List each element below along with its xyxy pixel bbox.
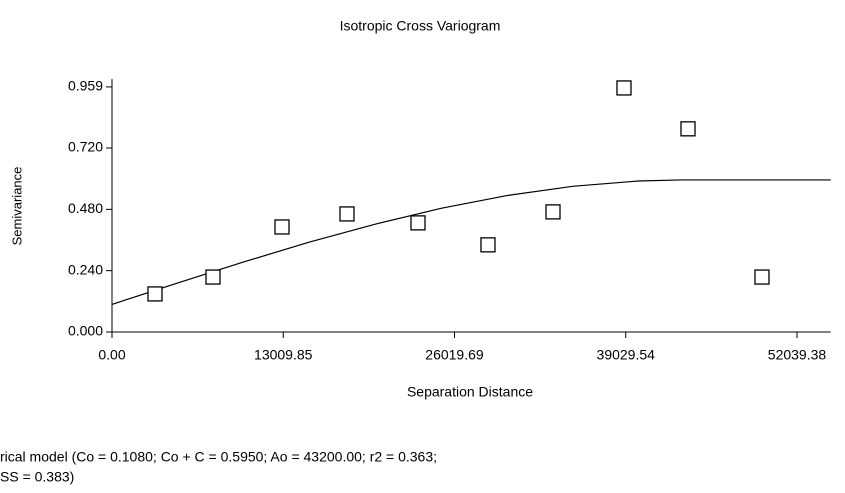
x-tick-label: 13009.85 — [254, 347, 313, 363]
annotation: SS = 0.383) — [0, 469, 74, 485]
data-point — [480, 237, 496, 253]
model-curve — [111, 179, 831, 305]
data-point — [339, 206, 355, 222]
x-tick-label: 26019.69 — [425, 347, 484, 363]
y-axis-label: Semivariance — [9, 167, 24, 246]
chart-title: Isotropic Cross Variogram — [340, 18, 501, 34]
y-tick-label: 0.959 — [68, 78, 103, 94]
data-point — [205, 269, 221, 285]
data-point — [616, 80, 632, 96]
y-tick-label: 0.720 — [68, 139, 103, 155]
y-tick-label: 0.240 — [68, 261, 103, 277]
data-point — [410, 215, 426, 231]
annotation: rical model (Co = 0.1080; Co + C = 0.595… — [0, 449, 437, 465]
data-point — [274, 219, 290, 235]
data-point — [754, 269, 770, 285]
x-tick-label: 39029.54 — [597, 347, 656, 363]
data-point — [545, 204, 561, 220]
x-tick-label: 0.00 — [98, 347, 125, 363]
y-tick-label: 0.000 — [68, 323, 103, 339]
x-tick-label: 52039.38 — [768, 347, 827, 363]
data-point — [147, 286, 163, 302]
x-axis-label: Separation Distance — [407, 384, 533, 400]
data-point — [680, 121, 696, 137]
y-tick-label: 0.480 — [68, 200, 103, 216]
